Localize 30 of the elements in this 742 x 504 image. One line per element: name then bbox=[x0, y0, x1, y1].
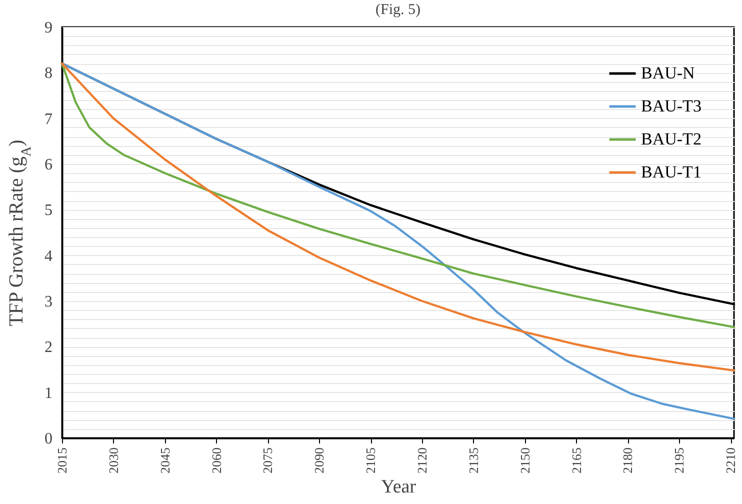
x-tick-label: 2105 bbox=[363, 448, 378, 474]
legend-label: BAU-N bbox=[641, 64, 695, 82]
y-tick-label: 1 bbox=[44, 384, 52, 402]
legend-label: BAU-T3 bbox=[641, 96, 702, 116]
legend-label: BAU-T2 bbox=[641, 130, 702, 148]
y-tick-label: 7 bbox=[44, 110, 52, 128]
y-tick-label: 9 bbox=[44, 20, 52, 36]
x-tick-label: 2015 bbox=[54, 448, 70, 474]
y-tick-label: 2 bbox=[44, 339, 52, 356]
y-tick-label: 5 bbox=[44, 202, 52, 220]
y-tick-label: 8 bbox=[44, 65, 52, 82]
x-tick-label: 2195 bbox=[672, 448, 687, 474]
x-tick-label: 2045 bbox=[157, 448, 172, 474]
x-tick-label: 2180 bbox=[620, 448, 636, 474]
x-tick-label: 2135 bbox=[466, 448, 481, 474]
x-tick-label: 2210 bbox=[723, 448, 738, 474]
y-tick-label: 3 bbox=[44, 294, 52, 310]
legend-label: BAU-T1 bbox=[641, 162, 702, 182]
y-tick-label: 0 bbox=[44, 430, 52, 448]
x-tick-label: 2120 bbox=[414, 448, 430, 474]
x-tick-label: 2090 bbox=[312, 448, 327, 474]
chart-title: (Fig. 5) bbox=[376, 2, 421, 18]
x-axis-title: Year bbox=[380, 476, 417, 498]
y-tick-label: 6 bbox=[44, 156, 52, 174]
x-tick-label: 2030 bbox=[106, 448, 121, 474]
y-tick-label: 4 bbox=[44, 248, 52, 265]
x-tick-label: 2150 bbox=[517, 448, 532, 474]
x-tick-label: 2165 bbox=[568, 448, 584, 474]
x-tick-label: 2075 bbox=[260, 448, 276, 474]
x-tick-label: 2060 bbox=[208, 448, 224, 474]
